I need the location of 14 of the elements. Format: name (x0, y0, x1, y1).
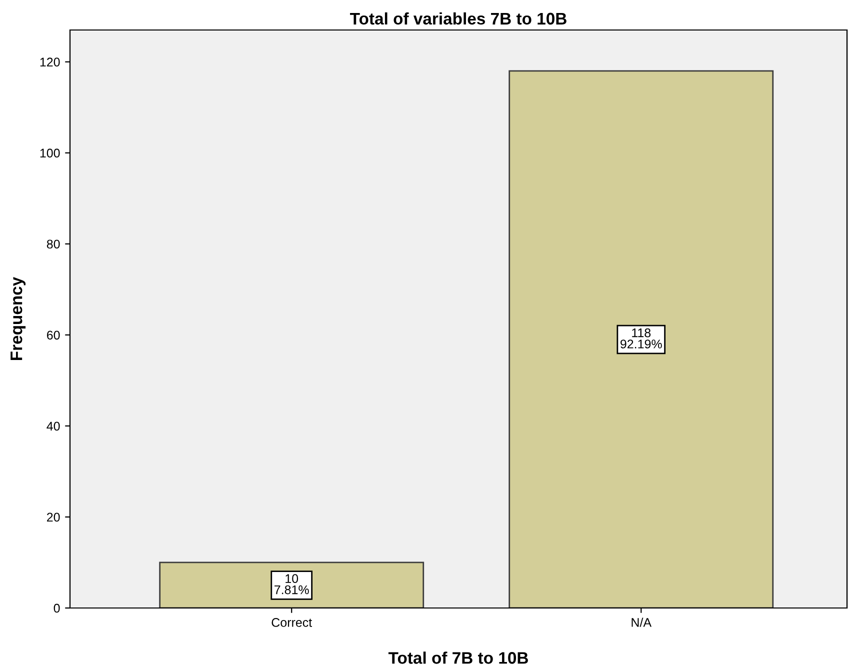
y-tick-label: 0 (54, 604, 60, 613)
y-tick-label: 100 (40, 148, 60, 158)
data-label: 10 7.81% (274, 574, 309, 594)
y-tick-label: 20 (47, 512, 60, 522)
x-tick-label: N/A (632, 618, 652, 627)
y-tick-label: 40 (46, 422, 60, 431)
y-tick-label: 80 (46, 240, 60, 249)
y-axis-title: Frequency (10, 276, 26, 360)
x-tick-label: Correct (272, 618, 312, 627)
data-label: 118 92.19% (620, 328, 662, 348)
chart-title: Total of variables 7B to 10B (350, 12, 566, 25)
y-tick-label: 120 (40, 58, 60, 67)
x-axis-title: Total of 7B to 10B (388, 652, 528, 664)
y-tick-label: 60 (47, 330, 60, 340)
